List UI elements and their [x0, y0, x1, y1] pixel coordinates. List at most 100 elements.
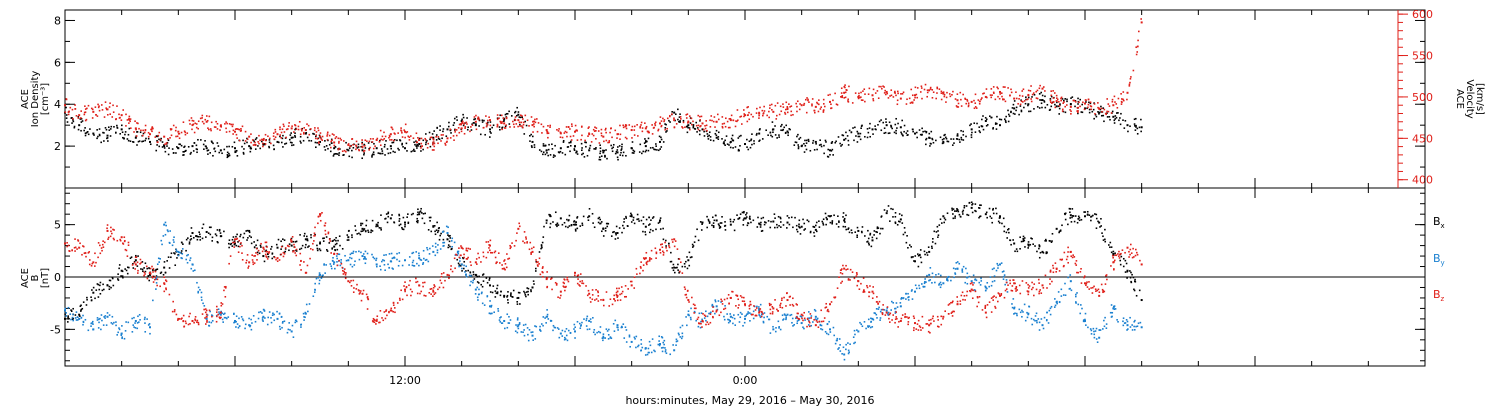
bx-point	[391, 214, 393, 216]
ion-density-point	[823, 152, 825, 155]
bx-point	[482, 273, 485, 275]
bz-point	[327, 232, 330, 235]
by-point	[699, 326, 702, 329]
bx-point	[148, 267, 151, 270]
by-point	[1069, 280, 1072, 283]
by-point	[323, 264, 325, 266]
bz-point	[112, 237, 115, 240]
by-point	[456, 254, 459, 257]
velocity-point	[279, 126, 281, 129]
bx-point	[280, 248, 282, 250]
by-point	[597, 330, 600, 333]
bx-point	[270, 245, 273, 248]
by-point	[853, 342, 855, 345]
bx-point	[892, 208, 894, 211]
velocity-point	[1132, 69, 1135, 72]
ion-density-point	[925, 131, 928, 134]
bz-point	[77, 239, 79, 241]
ion-density-point	[632, 152, 635, 154]
velocity-point	[449, 137, 452, 139]
bz-point	[245, 259, 248, 262]
ion-density-point	[379, 139, 381, 142]
by-point	[514, 330, 517, 333]
by-point	[761, 313, 763, 316]
by-point	[332, 263, 335, 265]
ion-density-point	[625, 154, 627, 157]
by-point	[456, 251, 459, 254]
bx-point	[879, 232, 881, 235]
velocity-point	[776, 102, 779, 104]
by-point	[353, 264, 356, 266]
ion-density-point	[673, 111, 676, 114]
velocity-point	[215, 120, 217, 123]
ion-density-point	[96, 129, 98, 131]
bx-point	[1090, 215, 1093, 218]
bx-point	[417, 211, 419, 214]
velocity-point	[471, 124, 474, 126]
bx-point	[614, 238, 617, 240]
ion-density-point	[226, 154, 229, 156]
by-point	[1098, 329, 1101, 331]
by-point	[398, 252, 401, 254]
bz-point	[215, 305, 218, 308]
bx-point	[347, 239, 350, 241]
bx-point	[101, 289, 104, 292]
by-point	[542, 316, 545, 318]
velocity-point	[341, 150, 344, 153]
ion-density-point	[1007, 120, 1010, 123]
velocity-point	[464, 127, 466, 129]
bx-point	[763, 221, 766, 223]
bx-point	[902, 233, 905, 236]
velocity-point	[741, 123, 743, 125]
velocity-point	[942, 92, 945, 95]
velocity-point	[197, 120, 200, 123]
velocity-point	[362, 150, 365, 153]
ion-density-point	[689, 117, 692, 119]
ion-density-point	[723, 141, 725, 143]
by-point	[709, 312, 712, 314]
bx-point	[211, 236, 214, 239]
by-point	[1125, 319, 1128, 321]
bz-point	[329, 240, 332, 242]
bx-point	[218, 228, 221, 231]
by-point	[720, 301, 722, 303]
velocity-point	[697, 114, 700, 117]
bz-point	[229, 255, 232, 257]
velocity-point	[1122, 91, 1125, 93]
ion-density-point	[420, 150, 422, 152]
bx-point	[692, 245, 695, 247]
velocity-point	[569, 135, 572, 138]
velocity-point	[956, 106, 959, 108]
velocity-point	[862, 90, 864, 92]
bx-point	[64, 313, 66, 316]
velocity-point	[687, 122, 689, 124]
ion-density-point	[712, 139, 715, 142]
velocity-point	[1120, 103, 1123, 105]
ion-density-point	[758, 128, 761, 131]
by-point	[984, 285, 987, 288]
bx-point	[759, 226, 762, 228]
velocity-point	[1074, 100, 1077, 103]
velocity-point	[501, 128, 503, 131]
ion-density-point	[1063, 99, 1065, 102]
bx-point	[448, 235, 450, 237]
bx-point	[864, 235, 866, 237]
ion-density-point	[291, 141, 293, 144]
by-point	[657, 343, 660, 346]
bx-point	[623, 227, 625, 230]
bx-point	[482, 280, 485, 282]
by-point	[185, 258, 188, 261]
by-point	[144, 316, 146, 319]
ion-density-point	[812, 139, 815, 142]
ion-density-point	[187, 146, 190, 148]
ion-density-point	[107, 126, 110, 129]
velocity-point	[156, 141, 159, 144]
ion-density-point	[84, 127, 86, 129]
velocity-point	[858, 92, 860, 95]
bx-point	[367, 229, 369, 232]
ion-density-point	[1046, 103, 1049, 106]
bx-point	[1045, 240, 1047, 242]
ion-density-point	[406, 150, 408, 152]
bx-point	[1072, 214, 1074, 217]
ion-density-point	[470, 129, 473, 131]
